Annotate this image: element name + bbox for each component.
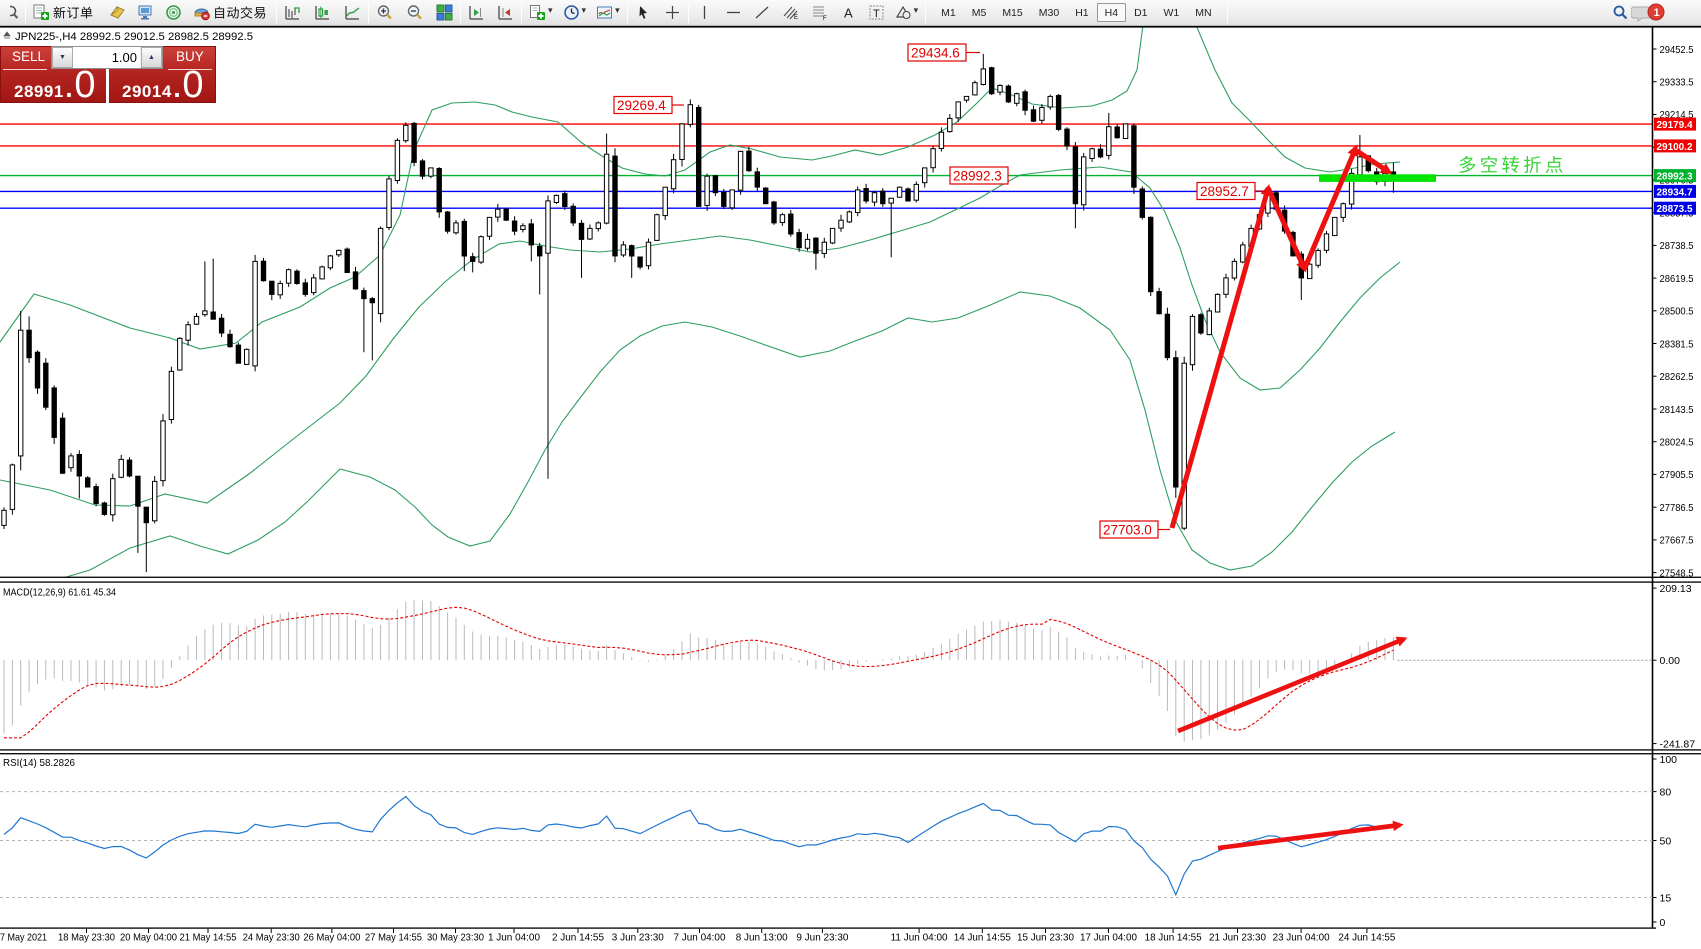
- svg-text:28873.5: 28873.5: [1657, 203, 1693, 215]
- svg-text:E: E: [794, 15, 798, 21]
- svg-text:1: 1: [1654, 7, 1660, 19]
- svg-text:3 Jun 23:30: 3 Jun 23:30: [612, 932, 664, 944]
- svg-text:209.13: 209.13: [1660, 583, 1692, 595]
- svg-text:MACD(12,26,9) 61.61 45.34: MACD(12,26,9) 61.61 45.34: [3, 587, 116, 599]
- svg-text:29452.5: 29452.5: [1660, 44, 1694, 56]
- svg-text:28024.5: 28024.5: [1660, 437, 1694, 449]
- svg-text:26 May 04:00: 26 May 04:00: [303, 932, 360, 944]
- svg-text:RSI(14) 58.2826: RSI(14) 58.2826: [3, 757, 75, 769]
- svg-text:28619.5: 28619.5: [1660, 273, 1694, 285]
- svg-text:29179.4: 29179.4: [1657, 119, 1693, 131]
- svg-text:100: 100: [1660, 754, 1678, 766]
- svg-text:-241.87: -241.87: [1660, 738, 1696, 750]
- svg-text:29100.2: 29100.2: [1657, 141, 1693, 153]
- svg-text:15: 15: [1660, 892, 1672, 904]
- svg-text:18 May 23:30: 18 May 23:30: [58, 932, 115, 944]
- svg-text:9 Jun 23:30: 9 Jun 23:30: [796, 932, 848, 944]
- svg-text:1 Jun 04:00: 1 Jun 04:00: [488, 932, 540, 944]
- svg-text:27786.5: 27786.5: [1660, 502, 1694, 514]
- svg-text:28262.5: 28262.5: [1660, 371, 1694, 383]
- svg-text:29333.5: 29333.5: [1660, 77, 1694, 89]
- svg-text:28500.5: 28500.5: [1660, 306, 1694, 318]
- svg-text:0.00: 0.00: [1660, 655, 1681, 667]
- svg-text:11 Jun 04:00: 11 Jun 04:00: [891, 932, 948, 944]
- svg-text:14 Jun 14:55: 14 Jun 14:55: [954, 932, 1011, 944]
- svg-text:28952.7: 28952.7: [1200, 184, 1249, 199]
- svg-text:28143.5: 28143.5: [1660, 404, 1694, 416]
- svg-text:28381.5: 28381.5: [1660, 338, 1694, 350]
- svg-text:23 Jun 04:00: 23 Jun 04:00: [1273, 932, 1330, 944]
- svg-text:21 May 14:55: 21 May 14:55: [180, 932, 237, 944]
- svg-text:24 Jun 14:55: 24 Jun 14:55: [1338, 932, 1395, 944]
- svg-text:15 Jun 23:30: 15 Jun 23:30: [1017, 932, 1074, 944]
- svg-text:21 Jun 23:30: 21 Jun 23:30: [1209, 932, 1266, 944]
- svg-text:28738.5: 28738.5: [1660, 240, 1694, 252]
- svg-text:JPN225-,H4 28992.5 29012.5 28: JPN225-,H4 28992.5 29012.5 28982.5 28992…: [15, 31, 253, 43]
- svg-text:28992.3: 28992.3: [1657, 171, 1693, 183]
- svg-text:27 May 14:55: 27 May 14:55: [365, 932, 422, 944]
- svg-text:30 May 23:30: 30 May 23:30: [427, 932, 484, 944]
- svg-text:7 Jun 04:00: 7 Jun 04:00: [674, 932, 726, 944]
- svg-text:A: A: [844, 6, 853, 21]
- svg-text:28992.3: 28992.3: [953, 169, 1002, 184]
- svg-text:27667.5: 27667.5: [1660, 535, 1694, 547]
- svg-text:29269.4: 29269.4: [617, 98, 666, 113]
- svg-text:27548.5: 27548.5: [1660, 567, 1694, 579]
- svg-text:80: 80: [1660, 786, 1672, 798]
- svg-text:0: 0: [1660, 917, 1666, 929]
- svg-text:27905.5: 27905.5: [1660, 469, 1694, 481]
- svg-text:18 Jun 14:55: 18 Jun 14:55: [1145, 932, 1202, 944]
- svg-text:29434.6: 29434.6: [911, 46, 960, 61]
- svg-text:28934.7: 28934.7: [1657, 186, 1693, 198]
- svg-text:8 Jun 13:00: 8 Jun 13:00: [736, 932, 788, 944]
- svg-text:T: T: [873, 8, 880, 20]
- svg-text:7 May 2021: 7 May 2021: [0, 932, 47, 944]
- svg-text:27703.0: 27703.0: [1103, 523, 1152, 538]
- svg-text:F: F: [823, 16, 827, 21]
- svg-text:24 May 23:30: 24 May 23:30: [243, 932, 300, 944]
- svg-text:17 Jun 04:00: 17 Jun 04:00: [1080, 932, 1137, 944]
- svg-text:2 Jun 14:55: 2 Jun 14:55: [552, 932, 604, 944]
- svg-text:50: 50: [1660, 835, 1672, 847]
- svg-text:20 May 04:00: 20 May 04:00: [120, 932, 177, 944]
